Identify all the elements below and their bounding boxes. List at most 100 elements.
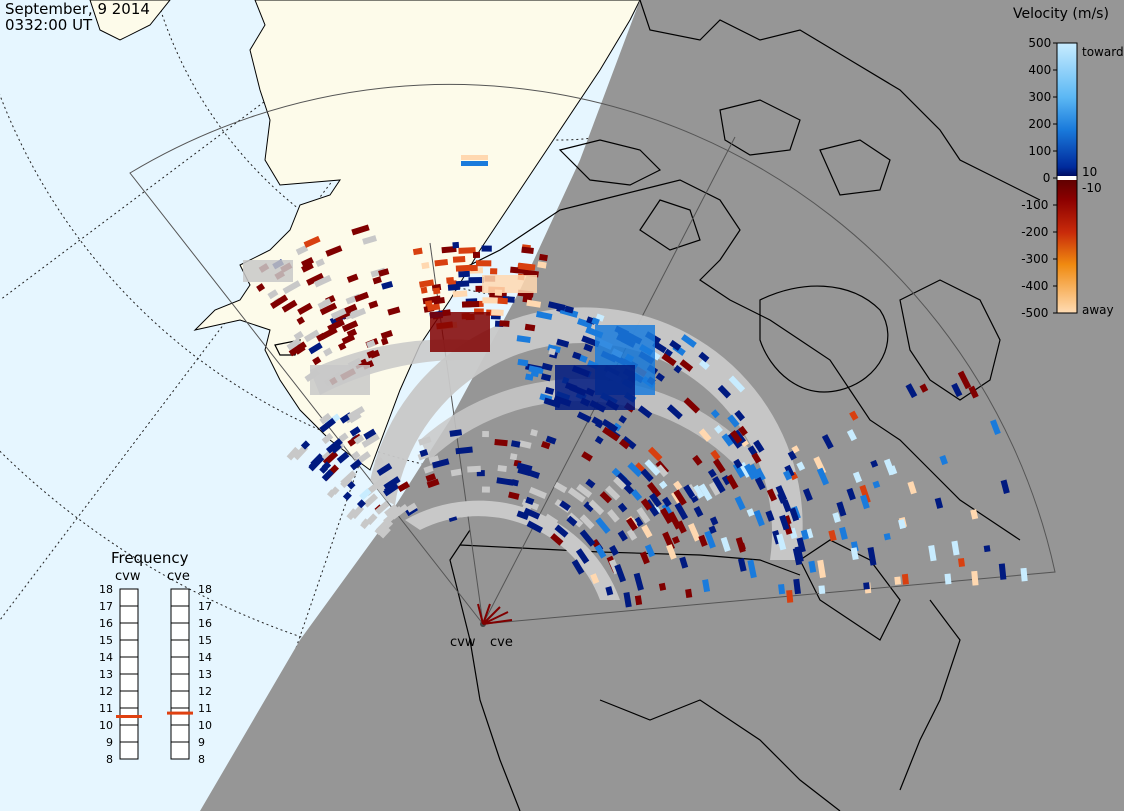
velocity-cell [791, 445, 800, 454]
velocity-cell [538, 253, 548, 262]
velocity-cell [951, 540, 960, 556]
velocity-cell [564, 305, 574, 314]
velocity-cell [354, 291, 370, 303]
velocity-cell [614, 563, 627, 583]
velocity-cell [550, 533, 564, 546]
velocity-cell [425, 473, 437, 482]
velocity-cell [351, 224, 370, 236]
velocity-cell [525, 496, 535, 506]
velocity-cell [524, 323, 536, 332]
velocity-cell [607, 422, 619, 433]
velocity-cell [605, 485, 621, 501]
velocity-cell [475, 285, 484, 292]
velocity-cell [494, 438, 508, 447]
velocity-cell [452, 256, 466, 263]
velocity-cell [346, 328, 358, 338]
velocity-cell [621, 435, 637, 450]
velocity-cell [459, 509, 478, 518]
velocity-cell [526, 299, 542, 308]
colorbar-away-label: away [1082, 303, 1114, 317]
velocity-cell [544, 386, 555, 395]
velocity-cell [315, 258, 325, 268]
frequency-tick-label-left: 15 [99, 634, 113, 647]
velocity-cell [637, 405, 653, 419]
velocity-cell [839, 526, 848, 540]
velocity-cell [566, 515, 578, 527]
frequency-tick-label-left: 18 [99, 583, 113, 596]
velocity-cell [300, 440, 311, 450]
velocity-cell [419, 448, 429, 458]
velocity-cell [516, 510, 530, 520]
velocity-cell [595, 517, 611, 534]
velocity-cell [349, 307, 367, 320]
velocity-cell [789, 507, 800, 522]
velocity-cell [537, 261, 547, 269]
velocity-cell [455, 280, 470, 288]
frequency-tick-label-left: 9 [106, 736, 113, 749]
velocity-cell [591, 317, 600, 326]
velocity-cell [383, 476, 401, 491]
velocity-cell [509, 453, 518, 461]
velocity-cell [321, 469, 334, 482]
frequency-tick-label-right: 18 [198, 583, 212, 596]
velocity-cell [577, 318, 593, 329]
velocity-cell [671, 535, 680, 545]
velocity-cell [468, 276, 484, 284]
velocity-cell [735, 536, 746, 553]
velocity-cell [737, 557, 747, 572]
velocity-cell [617, 502, 628, 513]
velocity-cell [717, 384, 732, 399]
frequency-cve-label: cve [167, 569, 190, 584]
frequency-tick-label-left: 16 [99, 617, 113, 630]
velocity-cell [346, 273, 359, 283]
velocity-cell [433, 296, 445, 305]
frequency-tick-label-right: 17 [198, 600, 212, 613]
velocity-cell-cluster [430, 312, 490, 352]
frequency-tick-label-right: 14 [198, 651, 212, 664]
velocity-cell [319, 302, 338, 316]
velocity-cell [325, 245, 343, 257]
velocity-cell [786, 589, 794, 603]
velocity-cell [516, 335, 531, 344]
velocity-cell [387, 306, 401, 316]
velocity-cell [330, 442, 342, 454]
velocity-cell [612, 422, 622, 432]
velocity-cell [870, 459, 879, 468]
velocity-cell [692, 454, 703, 466]
alaska-land [193, 0, 641, 471]
velocity-cell [518, 262, 532, 271]
frequency-tick-label-right: 15 [198, 634, 212, 647]
velocity-cell [521, 246, 534, 254]
velocity-cell [1000, 479, 1010, 494]
velocity-cell [426, 478, 440, 489]
velocity-cell [818, 585, 826, 595]
colorbar-tick-label: -200 [1021, 225, 1049, 239]
velocity-cell [530, 429, 538, 437]
velocity-cell [784, 464, 795, 478]
velocity-cell [481, 245, 492, 252]
velocity-cell [676, 520, 687, 534]
velocity-cell [983, 545, 991, 553]
velocity-cell [518, 440, 532, 449]
velocity-cell [338, 432, 349, 442]
velocity-cells [243, 155, 1028, 608]
velocity-cell [337, 342, 347, 351]
cve-frequency-indicator [167, 711, 193, 715]
velocity-cell [450, 468, 462, 477]
velocity-cell [674, 502, 689, 521]
velocity-cell [467, 465, 481, 473]
velocity-cell [793, 578, 801, 595]
velocity-cell [449, 429, 463, 437]
velocity-cell [602, 426, 620, 442]
velocity-cell [673, 489, 687, 506]
velocity-cell [432, 287, 441, 295]
velocity-cell [919, 383, 929, 393]
velocity-cell [732, 462, 746, 479]
velocity-cell [685, 588, 693, 598]
velocity-cell [605, 586, 614, 596]
velocity-cell [578, 354, 588, 363]
velocity-cell [491, 309, 504, 316]
velocity-cell [412, 247, 423, 256]
velocity-cell [458, 247, 476, 254]
